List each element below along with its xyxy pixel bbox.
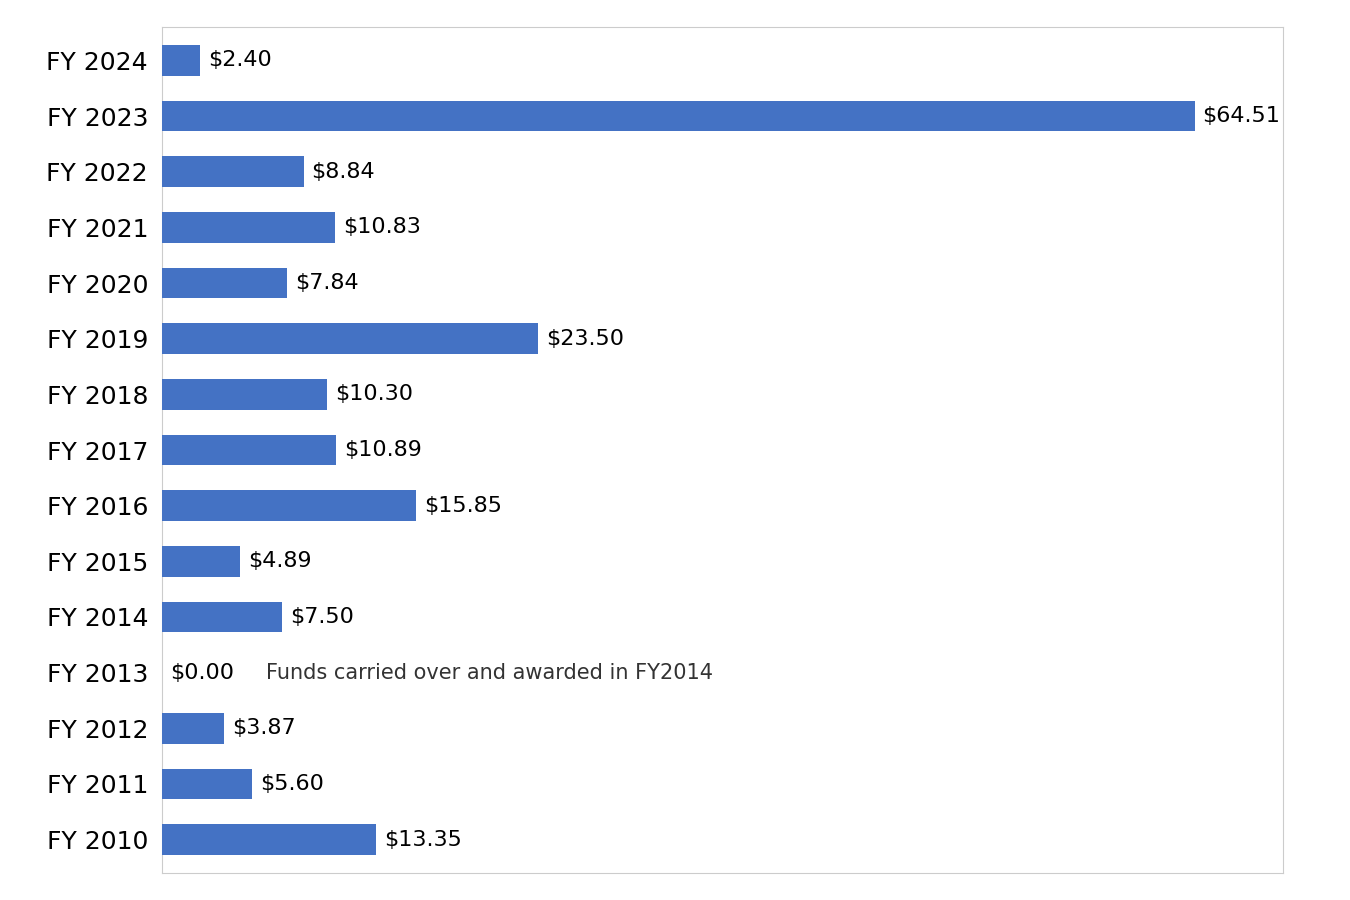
Text: $10.89: $10.89 xyxy=(344,440,423,460)
Bar xyxy=(162,602,282,633)
Bar xyxy=(162,323,539,354)
Text: $15.85: $15.85 xyxy=(424,496,502,516)
Text: $7.84: $7.84 xyxy=(296,273,359,293)
Text: $0.00: $0.00 xyxy=(170,662,234,682)
Text: $10.83: $10.83 xyxy=(343,218,421,238)
Bar xyxy=(162,101,1195,131)
Bar xyxy=(162,45,200,76)
Text: $8.84: $8.84 xyxy=(312,162,375,182)
Bar xyxy=(162,157,304,187)
Bar xyxy=(162,379,327,410)
Text: $13.35: $13.35 xyxy=(383,830,462,850)
Bar xyxy=(162,546,240,577)
Bar xyxy=(162,824,375,855)
Bar xyxy=(162,267,288,298)
Bar xyxy=(162,713,224,743)
Bar xyxy=(162,212,335,243)
Bar xyxy=(162,435,336,465)
Text: $4.89: $4.89 xyxy=(248,552,312,572)
Text: $5.60: $5.60 xyxy=(259,774,324,794)
Text: Funds carried over and awarded in FY2014: Funds carried over and awarded in FY2014 xyxy=(266,662,713,682)
Bar xyxy=(162,769,251,799)
Text: $64.51: $64.51 xyxy=(1203,106,1281,126)
Bar xyxy=(162,491,416,521)
Text: $2.40: $2.40 xyxy=(208,50,273,70)
Text: $23.50: $23.50 xyxy=(547,328,624,348)
Text: $3.87: $3.87 xyxy=(232,718,296,738)
Text: $7.50: $7.50 xyxy=(290,607,354,627)
Text: $10.30: $10.30 xyxy=(335,384,413,404)
